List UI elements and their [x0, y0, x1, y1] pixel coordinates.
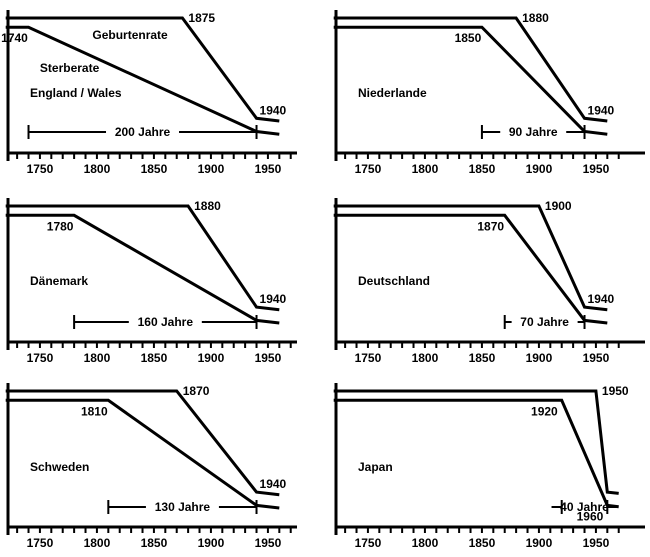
death-rate-line	[333, 25, 608, 136]
x-tick-label: 1750	[27, 536, 54, 550]
x-tick-label: 1950	[255, 162, 282, 176]
x-tick-label: 1750	[27, 162, 54, 176]
x-tick-label: 1850	[469, 536, 496, 550]
x-tick-label: 1750	[355, 536, 382, 550]
birth-rate-line	[5, 389, 280, 497]
x-tick-label: 1900	[526, 351, 553, 365]
annotation-label: 1880	[194, 199, 221, 213]
annotation-label: 1880	[522, 11, 549, 25]
x-tick-label: 1750	[355, 351, 382, 365]
span-label: 160 Jahre	[138, 315, 194, 329]
annotation-label: 1940	[588, 292, 615, 306]
annotation-label: 1870	[183, 384, 210, 398]
birth-rate-line	[333, 204, 608, 312]
death-rate-line	[333, 213, 608, 325]
span-label: 40 Jahre	[560, 500, 609, 514]
x-tick-label: 1900	[526, 162, 553, 176]
death-rate-line	[5, 213, 280, 325]
annotation-label: 1850	[455, 31, 482, 45]
death-rate-line	[333, 398, 619, 509]
panel-0: 1750 1800 1850 1900 1950 England / Wales 1740 1…	[1, 10, 297, 176]
x-tick-label: 1850	[469, 351, 496, 365]
annotation-label: 1940	[260, 292, 287, 306]
x-tick-label: 1950	[583, 351, 610, 365]
annotation-label: Sterberate	[40, 61, 100, 75]
birth-rate-line	[5, 204, 280, 312]
death-rate-line	[5, 398, 280, 510]
x-tick-label: 1850	[141, 536, 168, 550]
span-label: 90 Jahre	[509, 125, 558, 139]
annotation-label: 1810	[81, 404, 108, 418]
panel-title: Deutschland	[358, 274, 430, 288]
annotation-label: Geburtenrate	[92, 28, 168, 42]
span-label: 130 Jahre	[155, 500, 211, 514]
x-tick-label: 1800	[84, 162, 111, 176]
panel-title: Japan	[358, 460, 393, 474]
annotation-label: 1940	[260, 103, 287, 117]
x-tick-label: 1950	[255, 351, 282, 365]
panel-4: 1750 1800 1850 1900 1950 Schweden 1810 1870 1940…	[5, 383, 297, 550]
birth-rate-line	[333, 389, 619, 495]
x-tick-label: 1800	[412, 162, 439, 176]
x-tick-label: 1800	[412, 536, 439, 550]
panel-1: 1750 1800 1850 1900 1950 Niederlande 1850 1880 1…	[333, 10, 645, 176]
panel-title: Niederlande	[358, 86, 427, 100]
panel-title: England / Wales	[30, 86, 122, 100]
x-tick-label: 1750	[27, 351, 54, 365]
panel-title: Schweden	[30, 460, 89, 474]
x-tick-label: 1900	[198, 162, 225, 176]
x-tick-label: 1850	[141, 162, 168, 176]
annotation-label: 1780	[47, 219, 74, 233]
birth-rate-line	[333, 16, 608, 123]
death-rate-line	[5, 25, 280, 136]
birth-rate-line	[5, 16, 280, 123]
annotation-label: 1940	[588, 103, 615, 117]
span-label: 200 Jahre	[115, 125, 171, 139]
panel-3: 1750 1800 1850 1900 1950 Deutschland 1870 1900 1…	[333, 198, 645, 365]
x-tick-label: 1900	[198, 536, 225, 550]
annotation-label: 1940	[260, 477, 287, 491]
annotation-label: 1870	[477, 219, 504, 233]
span-label: 70 Jahre	[520, 315, 569, 329]
x-tick-label: 1800	[84, 351, 111, 365]
x-tick-label: 1950	[583, 162, 610, 176]
annotation-label: 1900	[545, 199, 572, 213]
panel-5: 1750 1800 1850 1900 1950 Japan 1920 1950 196040 …	[333, 383, 645, 550]
annotation-label: 1920	[531, 404, 558, 418]
annotation-label: 1950	[602, 384, 629, 398]
x-tick-label: 1800	[84, 536, 111, 550]
annotation-label: 1875	[188, 11, 215, 25]
x-tick-label: 1900	[526, 536, 553, 550]
annotation-label: 1960	[577, 509, 604, 523]
x-tick-label: 1950	[255, 536, 282, 550]
x-tick-label: 1850	[469, 162, 496, 176]
panel-title: Dänemark	[30, 274, 88, 288]
annotation-label: 1740	[1, 31, 28, 45]
x-tick-label: 1950	[583, 536, 610, 550]
panel-2: 1750 1800 1850 1900 1950 Dänemark 1780 1880 1940…	[5, 198, 297, 365]
x-tick-label: 1850	[141, 351, 168, 365]
x-tick-label: 1750	[355, 162, 382, 176]
x-tick-label: 1800	[412, 351, 439, 365]
x-tick-label: 1900	[198, 351, 225, 365]
